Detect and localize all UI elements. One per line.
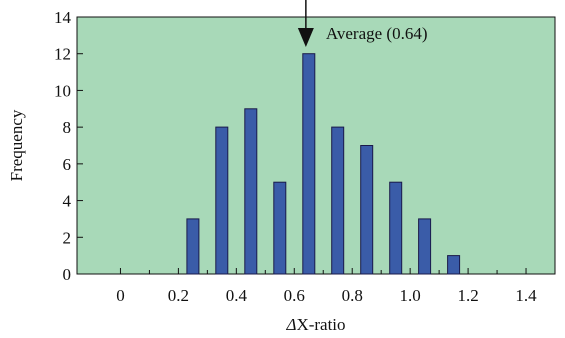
plot-area <box>76 16 556 275</box>
x-axis-title-delta: Δ <box>285 315 296 334</box>
average-label: Average (0.64) <box>326 24 428 43</box>
x-axis-ticks: 0 0.2 0.4 0.6 0.8 1.0 1.2 1.4 <box>116 268 537 305</box>
x-tick-label: 0.8 <box>342 286 363 305</box>
x-tick-label: 1.0 <box>400 286 421 305</box>
x-axis-title-text: X-ratio <box>296 315 345 334</box>
y-tick-label: 6 <box>63 155 72 174</box>
bar <box>244 108 258 275</box>
bar <box>302 53 316 275</box>
average-arrow-icon <box>297 28 314 47</box>
x-tick-label: 1.4 <box>515 286 537 305</box>
y-tick-label: 10 <box>54 81 71 100</box>
x-axis-title: ΔX-ratio <box>285 315 345 334</box>
x-tick-label: 1.2 <box>457 286 478 305</box>
bar <box>331 126 345 275</box>
bar <box>389 181 403 275</box>
x-tick-label: 0.6 <box>284 286 305 305</box>
bar-series <box>186 53 461 275</box>
y-tick-label: 4 <box>63 192 72 211</box>
y-tick-label: 0 <box>63 265 72 284</box>
bar <box>447 255 461 275</box>
y-tick-label: 14 <box>54 8 72 27</box>
y-axis-ticks: 0 2 4 6 8 10 12 14 <box>54 8 83 284</box>
x-tick-label: 0.4 <box>226 286 248 305</box>
average-annotation: Average (0.64) <box>297 0 428 47</box>
bar <box>273 181 287 275</box>
y-tick-label: 2 <box>63 228 72 247</box>
bar <box>418 218 432 275</box>
y-tick-label: 8 <box>63 118 72 137</box>
bar <box>215 126 229 275</box>
x-tick-label: 0 <box>116 286 125 305</box>
y-axis-title: Frequency <box>7 109 26 181</box>
bar <box>186 218 200 275</box>
bar <box>360 145 374 275</box>
x-tick-label: 0.2 <box>168 286 189 305</box>
y-tick-label: 12 <box>54 45 71 64</box>
